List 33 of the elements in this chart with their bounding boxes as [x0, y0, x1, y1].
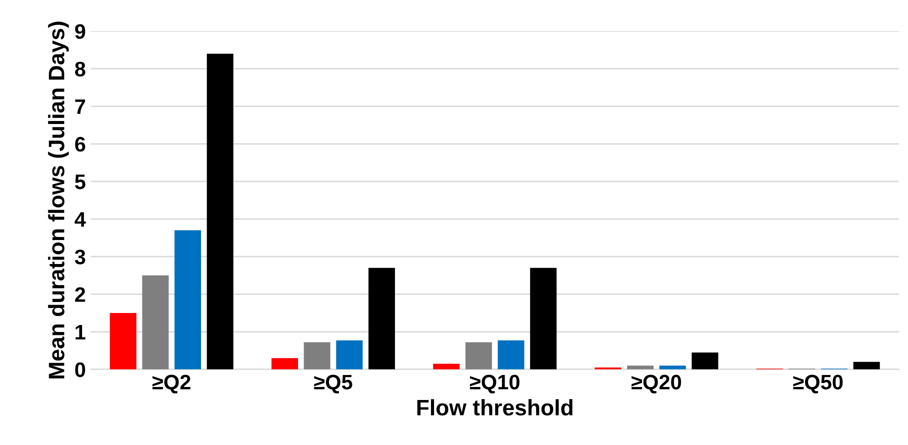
- bar: [368, 268, 395, 370]
- y-tick-label: 9: [75, 24, 86, 39]
- x-tick-label: ≥Q2: [152, 374, 190, 394]
- x-tick-label: ≥Q20: [632, 374, 682, 394]
- y-tick-label: 4: [74, 212, 86, 227]
- y-tick-label: 5: [74, 174, 86, 190]
- y-tick-label: 0: [75, 362, 86, 378]
- bar: [465, 342, 492, 370]
- bar: [174, 230, 202, 370]
- bar: [304, 342, 330, 370]
- x-tick-label: ≥Q5: [314, 374, 352, 394]
- bar: [853, 362, 880, 370]
- bar: [110, 312, 136, 370]
- x-axis-title: Flow threshold: [417, 399, 572, 416]
- bar: [433, 364, 460, 370]
- y-tick-label: 1: [76, 324, 86, 340]
- bar: [659, 366, 686, 370]
- y-axis-title: Mean duration flows (Julian Days): [48, 22, 69, 378]
- bar: [498, 340, 524, 370]
- y-tick-label: 2: [75, 287, 86, 302]
- x-tick-label: ≥Q50: [793, 374, 843, 394]
- bar: [271, 358, 298, 370]
- bar: [142, 275, 169, 370]
- y-tick-label: 8: [75, 62, 86, 76]
- y-tick-label: 6: [75, 136, 86, 152]
- bar: [206, 54, 234, 370]
- y-tick-label: 7: [75, 100, 86, 114]
- bar: [530, 268, 557, 370]
- x-tick-label: ≥Q10: [470, 374, 520, 394]
- y-tick-label: 3: [74, 250, 86, 264]
- bar: [692, 352, 718, 370]
- bar: [336, 340, 363, 370]
- bar: [627, 366, 654, 370]
